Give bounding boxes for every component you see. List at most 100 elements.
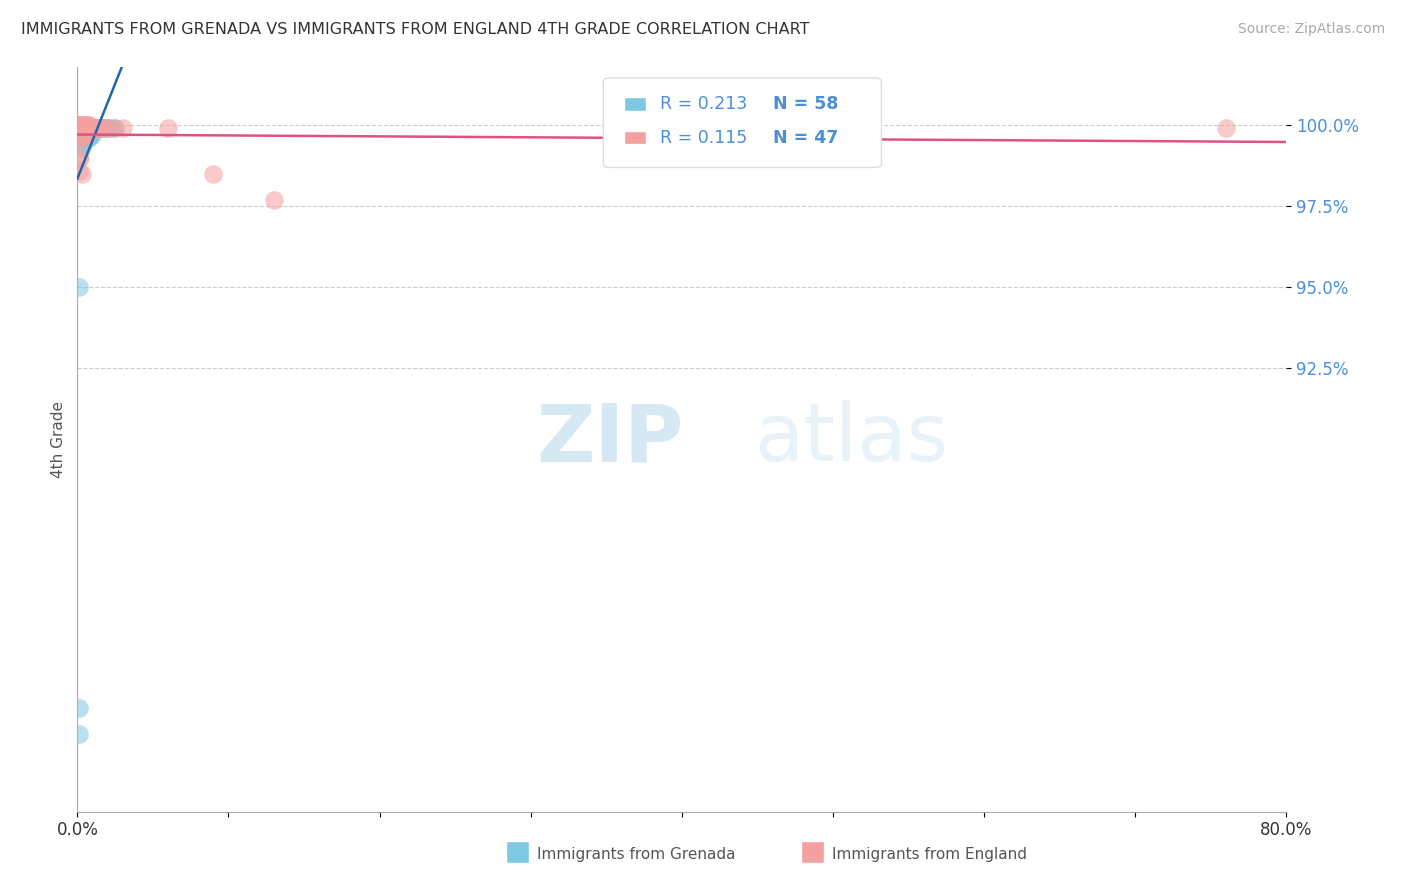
Point [80, 121, 103, 136]
Point [67, 121, 90, 136]
Text: N = 58: N = 58 [773, 95, 838, 113]
Point [67, 118, 90, 132]
Point [77, 118, 100, 132]
Point [89, 121, 111, 136]
Point [86, 121, 108, 136]
Point [104, 121, 127, 136]
Point [202, 167, 225, 181]
Point [67, 128, 90, 142]
Point [79, 121, 101, 136]
Point [77, 131, 100, 145]
Text: R = 0.115: R = 0.115 [661, 128, 748, 146]
Text: IMMIGRANTS FROM GRENADA VS IMMIGRANTS FROM ENGLAND 4TH GRADE CORRELATION CHART: IMMIGRANTS FROM GRENADA VS IMMIGRANTS FR… [21, 22, 810, 37]
Point [79, 118, 101, 132]
Point [67, 163, 90, 178]
Point [70, 125, 93, 139]
Point [69, 151, 91, 165]
Point [67, 121, 90, 136]
Point [67, 151, 90, 165]
Point [77, 121, 100, 136]
Point [89, 121, 111, 136]
Point [69, 121, 91, 136]
Point [67, 701, 90, 715]
Point [73, 121, 96, 136]
Point [73, 121, 96, 136]
Point [70, 131, 93, 145]
Point [70, 167, 93, 181]
Point [91, 121, 114, 136]
Point [82, 121, 104, 136]
Point [67, 131, 90, 145]
Point [75, 121, 97, 136]
Point [75, 121, 97, 136]
Text: R = 0.213: R = 0.213 [661, 95, 748, 113]
Point [70, 141, 93, 155]
Point [77, 128, 100, 142]
Point [75, 125, 97, 139]
Point [79, 121, 101, 136]
FancyBboxPatch shape [624, 97, 645, 111]
FancyBboxPatch shape [624, 131, 645, 145]
Point [82, 121, 104, 136]
Point [79, 125, 101, 139]
Point [83, 121, 105, 136]
Point [67, 121, 90, 136]
Point [67, 121, 90, 136]
Point [75, 118, 97, 132]
Point [72, 121, 94, 136]
Point [69, 121, 91, 136]
Point [104, 121, 127, 136]
Point [111, 121, 134, 136]
Point [73, 118, 96, 132]
Point [73, 134, 96, 148]
Point [69, 125, 91, 139]
Point [69, 137, 91, 152]
Point [77, 125, 100, 139]
Point [70, 118, 93, 132]
Point [79, 131, 101, 145]
Point [80, 128, 103, 142]
Point [69, 118, 91, 132]
Point [1215, 121, 1237, 136]
Point [96, 121, 118, 136]
Point [100, 121, 122, 136]
Point [67, 118, 90, 132]
Text: N = 47: N = 47 [773, 128, 838, 146]
Point [86, 121, 108, 136]
Point [69, 121, 91, 136]
Text: Immigrants from Grenada: Immigrants from Grenada [537, 847, 735, 862]
Point [83, 121, 105, 136]
Point [70, 131, 93, 145]
Point [84, 121, 107, 136]
Point [72, 128, 94, 142]
Point [73, 120, 96, 134]
Point [70, 128, 93, 142]
Point [73, 128, 96, 142]
Point [67, 125, 90, 139]
Point [87, 121, 110, 136]
Point [67, 118, 90, 132]
Text: Source: ZipAtlas.com: Source: ZipAtlas.com [1237, 22, 1385, 37]
Point [69, 128, 91, 142]
Point [90, 121, 112, 136]
Point [93, 121, 115, 136]
Text: atlas: atlas [755, 401, 949, 478]
Point [75, 128, 97, 142]
Point [70, 121, 93, 136]
Point [72, 128, 94, 142]
Point [69, 121, 91, 136]
Point [157, 121, 180, 136]
Point [72, 121, 94, 136]
Point [73, 128, 96, 142]
Point [67, 125, 90, 139]
Point [80, 121, 103, 136]
Point [67, 125, 90, 139]
Point [69, 125, 91, 139]
Point [67, 128, 90, 142]
Point [84, 121, 107, 136]
Point [69, 131, 91, 145]
Point [67, 280, 90, 294]
Point [70, 125, 93, 139]
Point [96, 121, 118, 136]
Point [73, 125, 96, 139]
